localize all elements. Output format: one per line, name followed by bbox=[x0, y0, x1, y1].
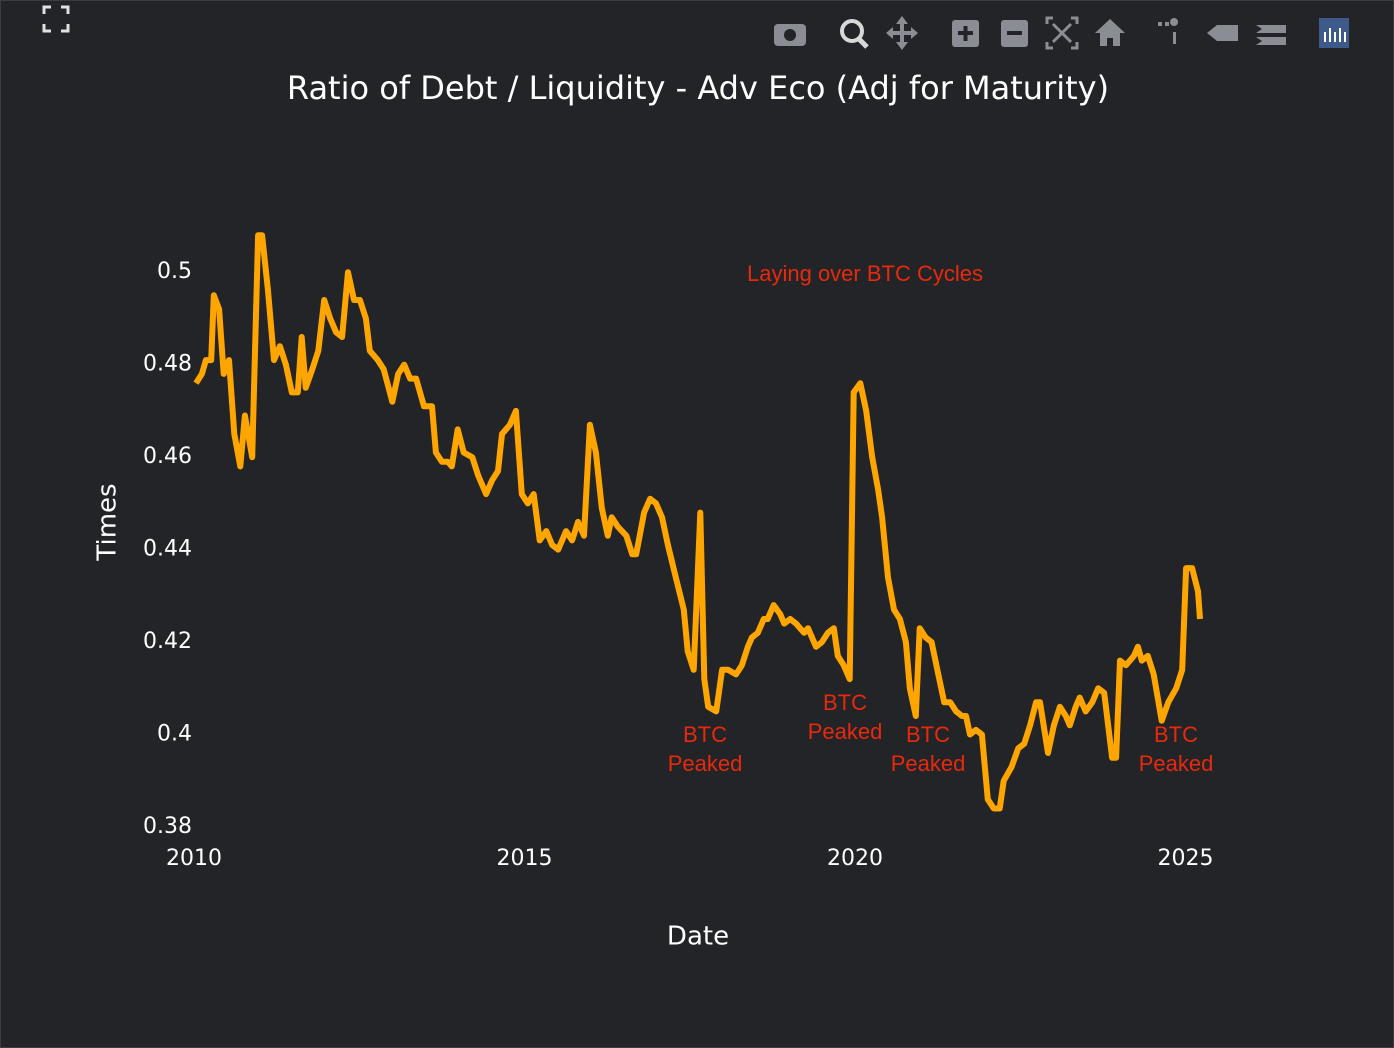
x-tick-label: 2020 bbox=[827, 846, 883, 871]
y-tick-label: 0.44 bbox=[143, 537, 192, 562]
annotation-line: BTC bbox=[1154, 722, 1198, 747]
annotation-line: BTC bbox=[823, 690, 867, 715]
annotation-line: Peaked bbox=[668, 751, 743, 776]
annotation-line: Laying over BTC Cycles bbox=[747, 261, 983, 286]
y-tick-label: 0.5 bbox=[157, 259, 192, 284]
y-axis-label: Times bbox=[93, 483, 123, 561]
annotation: BTC Peaked bbox=[1139, 722, 1214, 776]
y-tick-label: 0.38 bbox=[143, 814, 192, 839]
annotation-line: Peaked bbox=[1139, 751, 1214, 776]
x-tick-label: 2015 bbox=[496, 846, 552, 871]
x-tick-label: 2010 bbox=[166, 846, 222, 871]
hover-closest-icon[interactable] bbox=[1207, 25, 1238, 41]
home-icon[interactable] bbox=[1095, 19, 1125, 46]
annotation: BTC Peaked bbox=[891, 722, 966, 776]
pan-icon[interactable] bbox=[886, 16, 918, 50]
fullscreen-icon[interactable] bbox=[42, 5, 70, 33]
annotation-line: Peaked bbox=[891, 751, 966, 776]
annotation: BTC Peaked bbox=[668, 722, 743, 776]
y-tick-label: 0.48 bbox=[143, 352, 192, 377]
hover-compare-icon[interactable] bbox=[1256, 25, 1286, 45]
annotation: Laying over BTC Cycles bbox=[747, 261, 983, 286]
camera-lens bbox=[784, 29, 796, 41]
modebar[interactable] bbox=[774, 16, 1349, 50]
x-tick-label: 2025 bbox=[1157, 846, 1213, 871]
annotation-line: Peaked bbox=[808, 719, 883, 744]
zoom-icon[interactable] bbox=[840, 19, 864, 43]
x-axis-label: Date bbox=[667, 922, 729, 952]
plus bbox=[958, 26, 973, 41]
plotly-logo-bars bbox=[1324, 28, 1346, 42]
autoscale-icon[interactable] bbox=[1045, 16, 1079, 50]
y-tick-label: 0.42 bbox=[143, 629, 192, 654]
annotation-line: BTC bbox=[683, 722, 727, 747]
y-tick-label: 0.4 bbox=[157, 722, 192, 747]
spike-icon[interactable] bbox=[1158, 18, 1179, 44]
annotation: BTC Peaked bbox=[808, 690, 883, 744]
y-tick-label: 0.46 bbox=[143, 444, 192, 469]
data-line bbox=[193, 232, 1203, 812]
zoom-handle bbox=[857, 37, 869, 49]
chart-title: Ratio of Debt / Liquidity - Adv Eco (Adj… bbox=[287, 69, 1109, 107]
annotation-line: BTC bbox=[906, 722, 950, 747]
